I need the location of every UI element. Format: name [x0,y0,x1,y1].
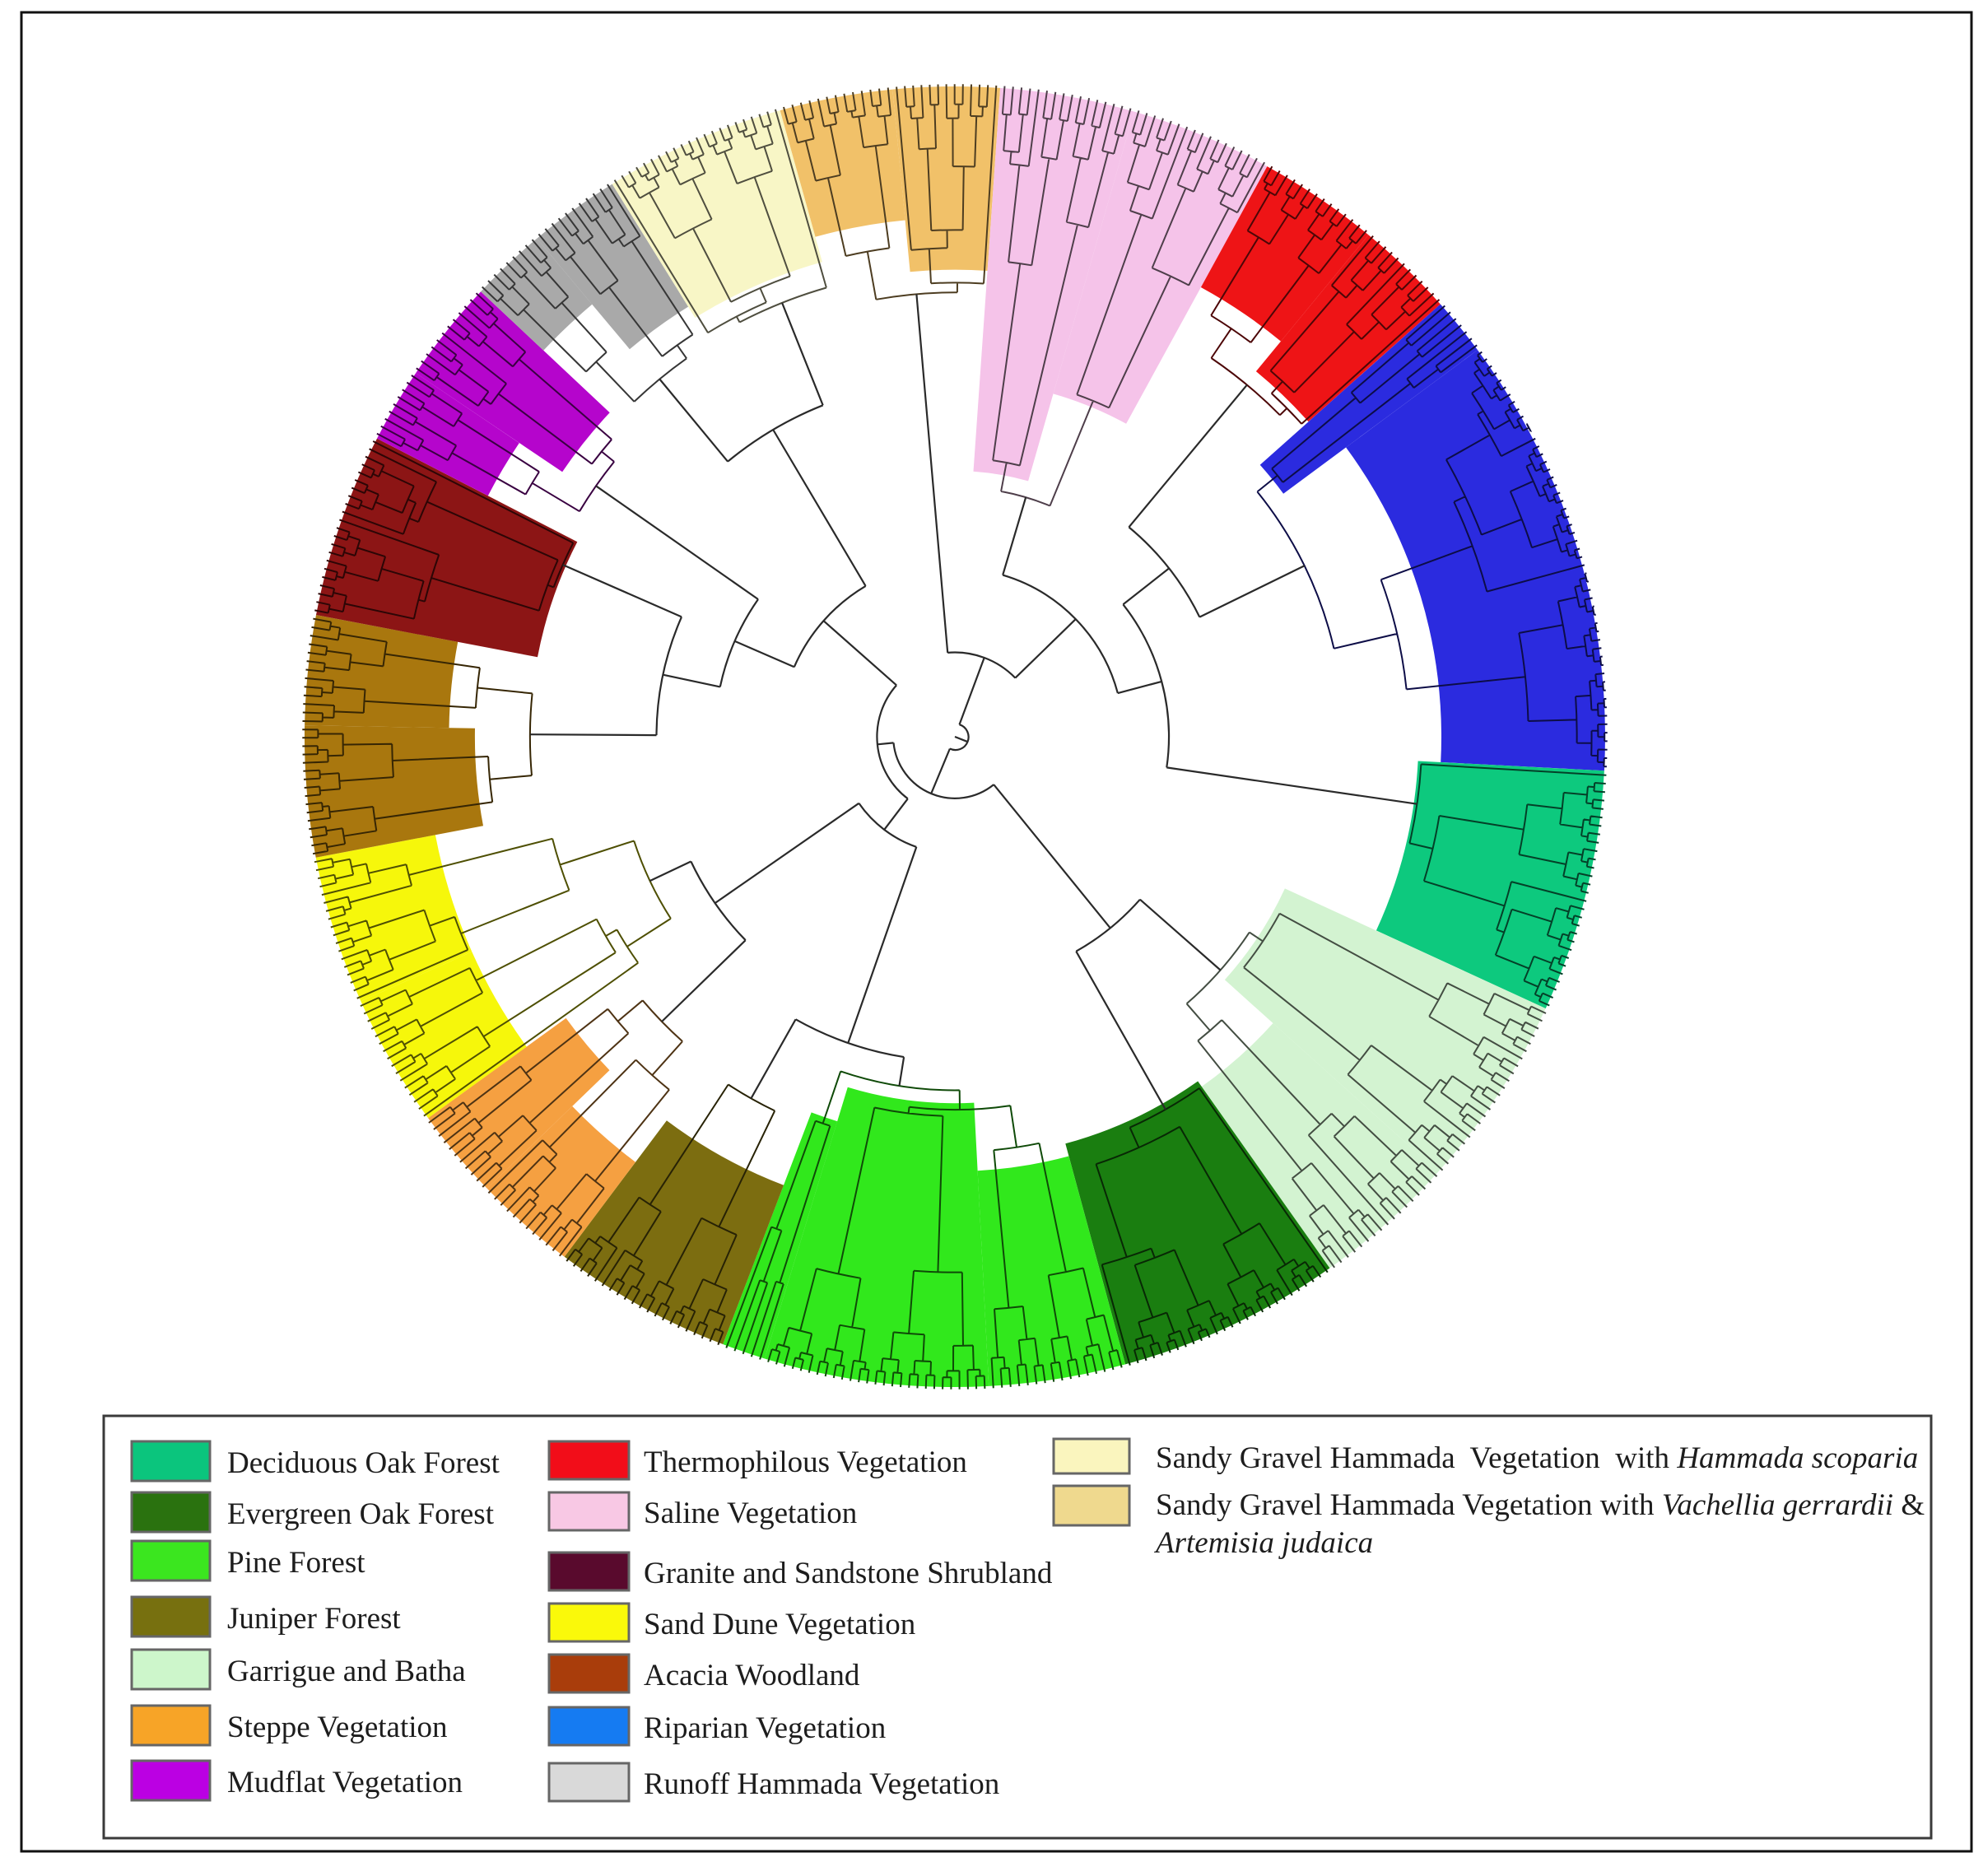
svg-text:Deciduous Oak Forest: Deciduous Oak Forest [227,1446,500,1480]
svg-text:Saline Vegetation: Saline Vegetation [644,1497,857,1530]
svg-text:Pine Forest: Pine Forest [227,1546,365,1580]
svg-text:Runoff Hammada Vegetation: Runoff Hammada Vegetation [644,1767,999,1801]
svg-text:Mudflat Vegetation: Mudflat Vegetation [227,1766,463,1799]
svg-text:Evergreen Oak Forest: Evergreen Oak Forest [227,1497,495,1531]
svg-text:Acacia Woodland: Acacia Woodland [644,1659,860,1692]
svg-text:Thermophilous Vegetation: Thermophilous Vegetation [644,1445,967,1479]
svg-text:Granite and Sandstone Shrublan: Granite and Sandstone Shrubland [644,1557,1053,1590]
svg-text:Sand Dune Vegetation: Sand Dune Vegetation [644,1608,915,1641]
svg-text:Steppe Vegetation: Steppe Vegetation [227,1711,448,1744]
svg-text:Garrigue and Batha: Garrigue and Batha [227,1655,466,1688]
svg-text:Sandy Gravel Hammada Vegetatio: Sandy Gravel Hammada Vegetation with Vac… [1156,1488,1925,1522]
svg-text:Artemisia judaica: Artemisia judaica [1153,1526,1373,1560]
svg-text:Sandy Gravel Hammada Vegetati: Sandy Gravel Hammada Vegetation with Ham… [1156,1441,1918,1475]
svg-text:Juniper Forest: Juniper Forest [227,1602,401,1636]
svg-text:Riparian Vegetation: Riparian Vegetation [644,1711,886,1745]
